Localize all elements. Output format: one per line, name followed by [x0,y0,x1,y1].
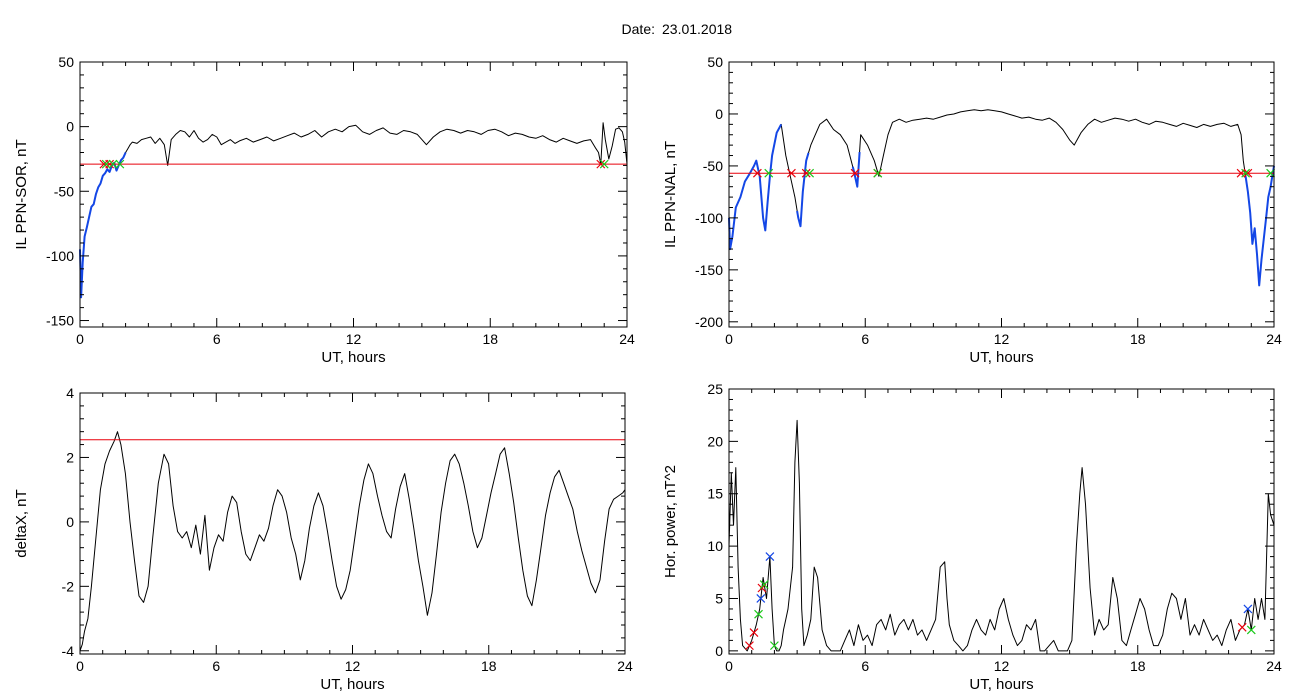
marker-green [599,159,609,169]
plot-frame [79,61,628,328]
marker-red [745,641,754,651]
y-tick-label: -50 [54,183,74,199]
x-tick-label: 24 [1266,658,1282,674]
marker-red [105,159,115,169]
y-tick-label: -150 [46,313,74,329]
marker-green [108,159,118,169]
marker-red [749,628,759,637]
marker-green [769,641,779,651]
y-tick-label: 25 [707,381,723,397]
y-tick-label: 4 [66,385,74,401]
y-tick-label: 2 [66,449,74,465]
y-axis-label: Hor. power, nT^2 [662,465,679,578]
marker-green [764,168,774,178]
plot-frame [728,61,1275,328]
y-axis-label: IL PPN-SOR, nT [13,139,30,249]
marker-green [1241,168,1251,178]
marker-red [596,159,606,169]
x-tick-label: 0 [76,658,84,674]
marker-red [801,168,811,178]
y-tick-label: 0 [715,106,723,122]
x-axis-label: UT, hours [321,349,385,366]
marker-blue [765,552,775,562]
data-line [79,122,628,298]
marker-red [850,168,860,178]
marker-green [754,609,763,619]
marker-green [101,159,111,169]
x-tick-label: 18 [1130,658,1146,674]
x-axis-label: UT, hours [969,676,1033,693]
x-tick-label: 12 [994,658,1010,674]
marker-green [805,168,815,178]
x-tick-label: 12 [345,658,361,674]
y-tick-label: 5 [715,590,723,606]
y-tick-label: -2 [62,578,75,594]
x-tick-label: 0 [725,658,733,674]
x-tick-label: 0 [725,331,733,347]
marker-blue [756,594,766,603]
y-tick-label: -150 [695,262,723,278]
x-axis-label: UT, hours [320,676,384,693]
highlight-segment [728,123,783,251]
marker-green [759,580,769,589]
date-value: 23.01.2018 [662,21,732,37]
y-axis-label: deltaX, nT [13,489,30,557]
y-tick-label: 0 [66,119,74,135]
x-tick-label: 24 [1266,331,1282,347]
plot-frame [79,392,626,655]
y-tick-label: 50 [707,54,723,70]
x-tick-label: 12 [994,331,1010,347]
marker-green [115,159,125,169]
y-tick-label: -4 [62,643,75,659]
y-tick-label: 0 [715,643,723,659]
x-tick-label: 6 [212,658,220,674]
marker-red [752,168,762,178]
marker-red [787,168,796,178]
marker-red [1237,622,1247,632]
marker-blue [1243,604,1253,614]
x-tick-label: 6 [213,331,221,347]
y-tick-label: 0 [66,514,74,530]
highlight-segment [1244,165,1275,287]
x-tick-label: 24 [619,331,635,347]
data-line [728,419,1275,652]
x-tick-label: 6 [861,331,869,347]
x-tick-label: 6 [861,658,869,674]
x-tick-label: 0 [76,331,84,347]
x-tick-label: 12 [346,331,362,347]
x-tick-label: 24 [617,658,633,674]
x-tick-label: 18 [481,658,497,674]
y-axis-label: IL PPN-NAL, nT [662,141,679,248]
x-axis-label: UT, hours [969,349,1033,366]
data-line [79,431,626,651]
marker-red [1243,168,1253,178]
marker-green [873,168,883,178]
date-label: Date: [622,21,655,37]
chart-panel-bottom-right: 0 6 12 18 24 0 5 10 15 20 25 UT, hours Hor. power,… [662,381,1282,693]
marker-green [1246,625,1256,635]
y-tick-label: 10 [707,538,723,554]
y-tick-label: 15 [707,486,723,502]
data-line [728,109,1275,286]
highlight-segment [796,152,810,228]
y-tick-label: -50 [703,158,723,174]
y-tick-label: 50 [58,54,74,70]
chart-panel-top-right: 0 6 12 18 24 -200 -150 -100 -50 0 50 UT, hours IL … [662,54,1282,366]
x-tick-label: 18 [482,331,498,347]
highlight-segment [79,152,127,299]
y-tick-label: -100 [46,248,74,264]
y-tick-label: -200 [695,314,723,330]
x-tick-label: 18 [1130,331,1146,347]
chart-panel-top-left: 0 6 12 18 24 -150 -100 -50 0 50 UT, hours IL PPN-… [13,54,635,366]
y-tick-label: 20 [707,433,723,449]
y-tick-label: -100 [695,210,723,226]
